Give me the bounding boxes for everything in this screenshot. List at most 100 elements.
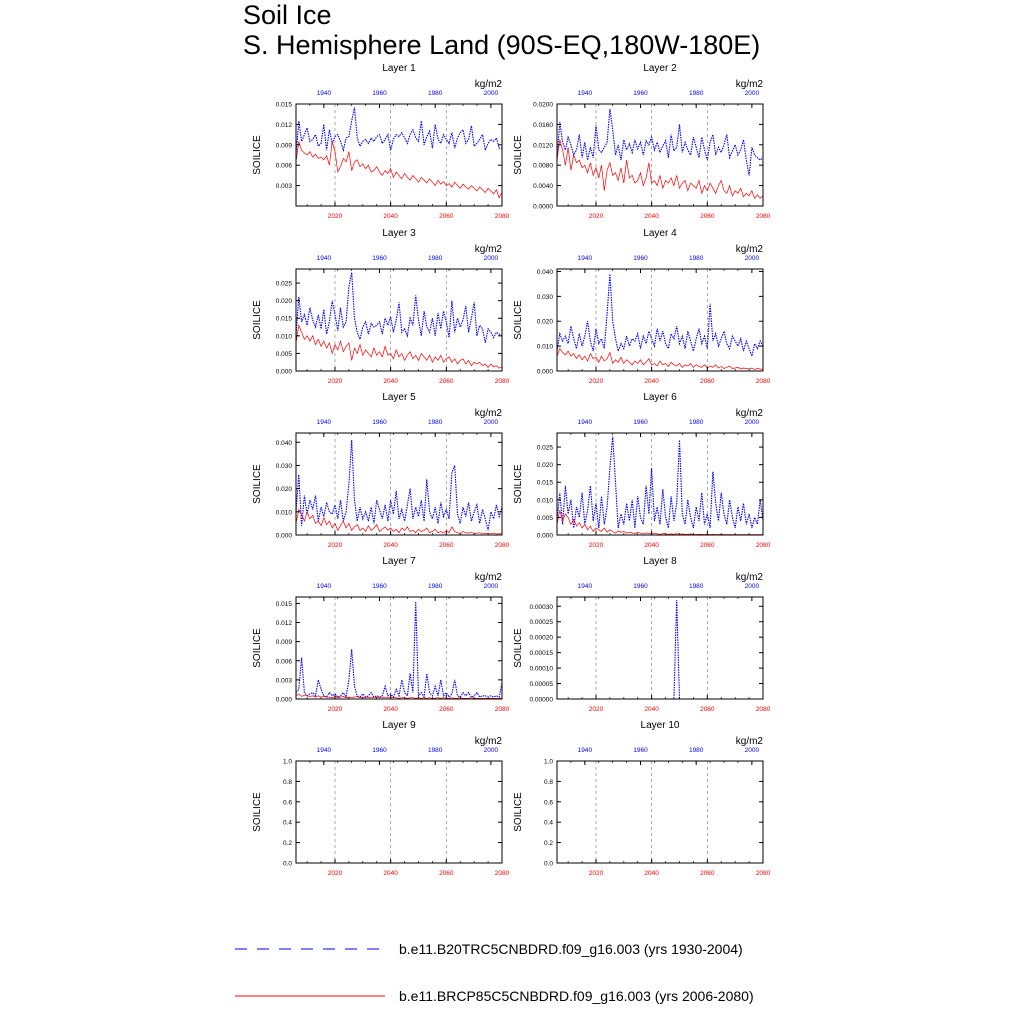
layer-1-ytick-label: 0.012 <box>276 122 293 129</box>
layer-3-top-xtick-label: 1980 <box>428 255 443 262</box>
layer-10-top-xtick-label: 1960 <box>633 747 648 754</box>
layer-2-ytick-label: 0.0040 <box>533 183 553 190</box>
layer-5-panel: Layer 5 kg/m2 SOILICE 0.000 0.010 0.020 0.030 0… <box>252 392 510 549</box>
layer-5-title: Layer 5 <box>382 392 416 403</box>
layer-1-top-xtick-label: 1980 <box>428 90 443 97</box>
layer-9-ytick-label: 0.8 <box>283 779 292 786</box>
layer-2-top-xtick-label: 1980 <box>689 90 704 97</box>
layer-8-ytick-label: 0.00020 <box>530 635 554 642</box>
layer-5-ytick-label: 0.020 <box>276 486 293 493</box>
layer-7-ytick-label: 0.015 <box>276 601 293 608</box>
layer-6-top-xtick-label: 1960 <box>633 419 648 426</box>
layer-10-top-xtick-label: 2000 <box>745 747 760 754</box>
layer-3-ytick-label: 0.000 <box>276 369 293 376</box>
layer-6-xtick-label: 2060 <box>700 542 715 549</box>
layer-8-panel: Layer 8 kg/m2 SOILICE 0.00000 0.00005 0.00010… <box>513 556 771 713</box>
layer-9-xtick-label: 2020 <box>328 870 343 877</box>
layer-3-xtick-label: 2020 <box>328 378 343 385</box>
layer-8-ytick-label: 0.00010 <box>530 666 554 673</box>
layer-4-blue-series <box>556 273 764 359</box>
layer-4-units: kg/m2 <box>736 244 764 255</box>
layer-3-panel: Layer 3 kg/m2 SOILICE 0.000 0.005 0.010 0.015 0… <box>252 228 510 385</box>
layer-4-top-xtick-label: 1940 <box>578 255 593 262</box>
chart-subtitle: S. Hemisphere Land (90S-EQ,180W-180E) <box>243 30 761 60</box>
layer-8-ylabel: SOILICE <box>513 628 524 668</box>
layer-7-ytick-label: 0.000 <box>276 697 293 704</box>
layer-4-top-xtick-label: 1980 <box>689 255 704 262</box>
layer-4-title: Layer 4 <box>643 228 677 239</box>
layer-9-ytick-label: 0.6 <box>283 799 292 806</box>
layer-1-top-xtick-label: 2000 <box>484 90 499 97</box>
layer-1-ytick-label: 0.006 <box>276 163 293 170</box>
layer-10-panel: Layer 10 kg/m2 SOILICE 0.0 0.2 0.4 0.6 0.8 1.0 20… <box>513 720 771 877</box>
layer-1-top-xtick-label: 1960 <box>372 90 387 97</box>
layer-3-ytick-label: 0.025 <box>276 281 293 288</box>
layer-3-red-series <box>295 323 503 369</box>
layer-8-frame <box>556 596 764 700</box>
layer-10-ytick-label: 0.8 <box>544 779 553 786</box>
layer-8-ytick-label: 0.00000 <box>530 697 554 704</box>
layer-6-ylabel: SOILICE <box>513 464 524 504</box>
layer-10-ytick-label: 0.6 <box>544 799 553 806</box>
layer-2-top-xtick-label: 1960 <box>633 90 648 97</box>
layer-3-top-xtick-label: 2000 <box>484 255 499 262</box>
layer-10-top-xtick-label: 1940 <box>578 747 593 754</box>
layer-6-ytick-label: 0.010 <box>537 497 554 504</box>
layer-1-ytick-label: 0.009 <box>276 142 293 149</box>
layer-9-top-xtick-label: 1940 <box>317 747 332 754</box>
layer-1-xtick-label: 2040 <box>383 213 398 220</box>
layer-1-xtick-label: 2020 <box>328 213 343 220</box>
layer-9-ylabel: SOILICE <box>252 792 263 832</box>
layer-3-blue-series <box>295 272 503 344</box>
layer-8-xtick-label: 2040 <box>644 706 659 713</box>
layer-3-units: kg/m2 <box>475 244 503 255</box>
layer-8-units: kg/m2 <box>736 572 764 583</box>
layer-4-panel: Layer 4 kg/m2 SOILICE 0.000 0.010 0.020 0.030 0… <box>513 228 771 385</box>
layer-5-frame <box>295 432 503 536</box>
layer-6-title: Layer 6 <box>643 392 677 403</box>
layer-6-top-xtick-label: 2000 <box>745 419 760 426</box>
layer-8-title: Layer 8 <box>643 556 677 567</box>
layer-9-ytick-label: 0.4 <box>283 820 292 827</box>
layer-10-title: Layer 10 <box>641 720 680 731</box>
layer-2-ytick-label: 0.0200 <box>533 102 553 109</box>
layer-9-top-xtick-label: 1980 <box>428 747 443 754</box>
layer-7-xtick-label: 2020 <box>328 706 343 713</box>
layer-4-xtick-label: 2060 <box>700 378 715 385</box>
layer-4-red-series <box>556 347 764 370</box>
layer-10-ylabel: SOILICE <box>513 792 524 832</box>
layer-8-top-xtick-label: 2000 <box>745 583 760 590</box>
layer-10-ytick-label: 0.2 <box>544 840 553 847</box>
layer-6-blue-series <box>556 436 764 529</box>
layer-7-ytick-label: 0.006 <box>276 658 293 665</box>
layer-7-ytick-label: 0.003 <box>276 677 293 684</box>
layer-4-xtick-label: 2020 <box>589 378 604 385</box>
layer-2-ytick-label: 0.0080 <box>533 163 553 170</box>
layer-7-units: kg/m2 <box>475 572 503 583</box>
layer-3-title: Layer 3 <box>382 228 416 239</box>
layer-4-xtick-label: 2040 <box>644 378 659 385</box>
layer-4-ylabel: SOILICE <box>513 300 524 340</box>
layer-5-top-xtick-label: 1980 <box>428 419 443 426</box>
layer-5-xtick-label: 2040 <box>383 542 398 549</box>
layer-5-blue-series <box>295 439 503 531</box>
layer-2-red-series <box>556 139 764 200</box>
layer-10-ytick-label: 1.0 <box>544 759 553 766</box>
layer-6-frame <box>556 432 764 536</box>
layer-6-top-xtick-label: 1980 <box>689 419 704 426</box>
layer-8-xtick-label: 2060 <box>700 706 715 713</box>
layer-5-ytick-label: 0.040 <box>276 440 293 447</box>
layer-4-ytick-label: 0.010 <box>537 344 554 351</box>
layer-9-panel: Layer 9 kg/m2 SOILICE 0.0 0.2 0.4 0.6 0.8 1.0 202… <box>252 720 510 877</box>
layer-6-ytick-label: 0.005 <box>537 515 554 522</box>
layer-6-ytick-label: 0.015 <box>537 480 554 487</box>
layer-6-top-xtick-label: 1940 <box>578 419 593 426</box>
layer-2-ytick-label: 0.0160 <box>533 122 553 129</box>
layer-1-red-series <box>295 141 503 199</box>
layer-1-blue-series <box>295 107 502 156</box>
layer-9-ytick-label: 1.0 <box>283 759 292 766</box>
layer-3-ytick-label: 0.005 <box>276 351 293 358</box>
layer-7-xtick-label: 2060 <box>439 706 454 713</box>
layer-10-xtick-label: 2080 <box>756 870 771 877</box>
